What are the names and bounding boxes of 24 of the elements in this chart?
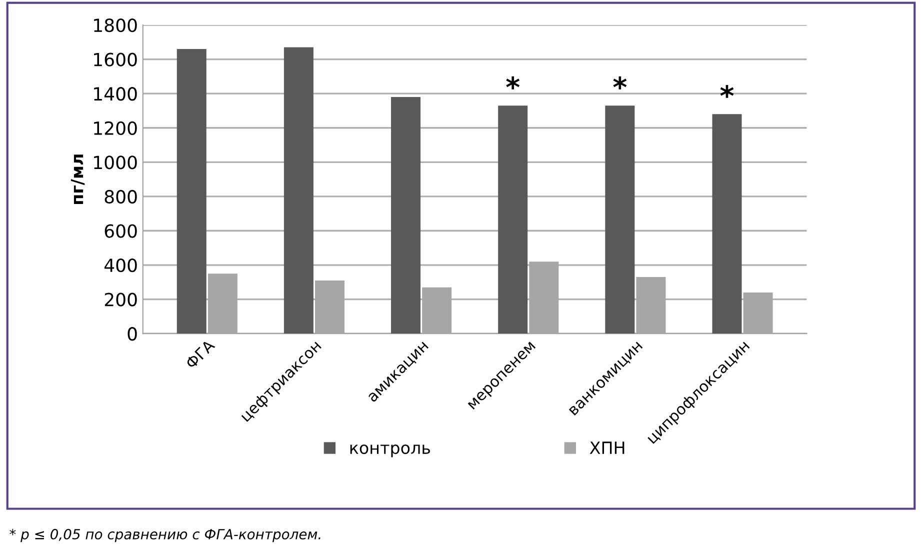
legend-label: контроль: [350, 444, 430, 458]
annotation: *: [720, 84, 734, 98]
y-tick-label: 800: [104, 190, 137, 204]
legend-label: ХПН: [590, 442, 624, 454]
bar: [498, 106, 528, 334]
bar: [176, 49, 206, 334]
text: * p ≤ 0,05 по сравнению с ФГА-контролем.: [10, 528, 320, 542]
y-axis-title: пг/мл: [70, 154, 85, 204]
y-tick-label: 1600: [94, 52, 137, 66]
x-tick-label: ФГА: [184, 338, 216, 370]
y-tick-label: 400: [104, 258, 137, 272]
bar: [284, 47, 314, 334]
y-tick-label: 1400: [94, 87, 137, 101]
y-tick-label: 1800: [94, 18, 137, 32]
y-tick-label: 1200: [94, 121, 137, 135]
annotation: *: [613, 76, 627, 90]
annotation: *: [506, 76, 520, 90]
y-tick-label: 1000: [94, 156, 137, 170]
y-tick-label: 0: [128, 327, 137, 341]
bar: [605, 106, 635, 334]
bar: [391, 97, 421, 334]
bar: [712, 114, 742, 334]
y-tick-label: 200: [104, 292, 137, 306]
y-tick-label: 600: [104, 224, 137, 238]
